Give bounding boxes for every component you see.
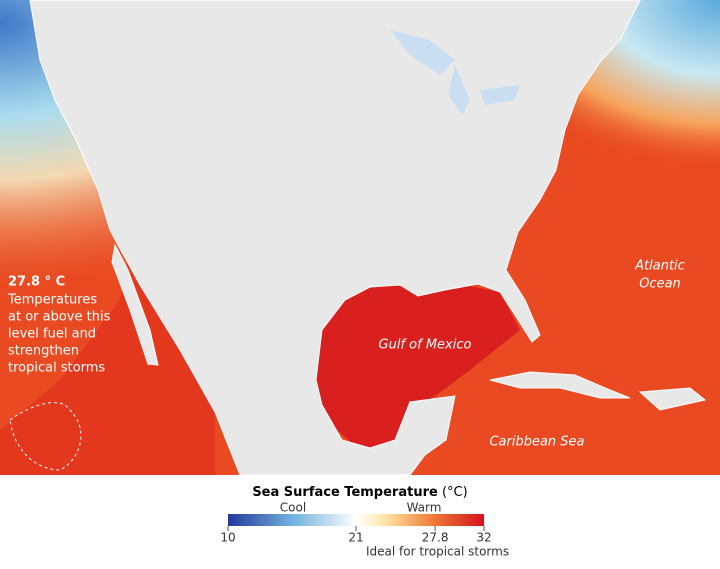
great-lakes	[390, 30, 520, 115]
gulf-warm	[315, 285, 520, 450]
legend-note: Ideal for tropical storms	[366, 545, 509, 559]
legend-cool: Cool	[280, 501, 306, 515]
legend-title-text: Sea Surface Temperature	[252, 485, 438, 500]
place-label: Atlantic	[634, 259, 685, 274]
tick-label: 21	[348, 531, 363, 545]
map	[0, 0, 720, 476]
annotation-line: Temperatures	[7, 293, 97, 308]
tick-label: 27.8	[422, 531, 449, 545]
hispaniola	[638, 387, 707, 411]
annotation-heading: 27.8 ° C	[8, 275, 65, 290]
place-label: Gulf of Mexico	[379, 338, 472, 353]
legend-warm: Warm	[407, 501, 442, 515]
cuba	[489, 371, 631, 399]
annotation-text: Temperatures at or above this level fuel a…	[7, 293, 111, 376]
annotation-line: at or above this	[8, 310, 111, 325]
legend-title: Sea Surface Temperature (°C)	[252, 485, 467, 500]
baja	[111, 243, 159, 366]
place-label: Ocean	[639, 277, 681, 292]
tick-label: 32	[476, 531, 491, 545]
annotation-line: tropical storms	[8, 361, 105, 376]
scale-ticks: 10 21 27.8 32	[220, 526, 492, 545]
land	[29, 0, 641, 476]
annotation-line: strengthen	[8, 344, 79, 359]
annotation-line: level fuel and	[8, 327, 96, 342]
tick-label: 10	[220, 531, 235, 545]
color-scale	[228, 514, 484, 526]
place-label: Caribbean Sea	[489, 435, 584, 450]
legend-unit: (°C)	[442, 485, 468, 500]
